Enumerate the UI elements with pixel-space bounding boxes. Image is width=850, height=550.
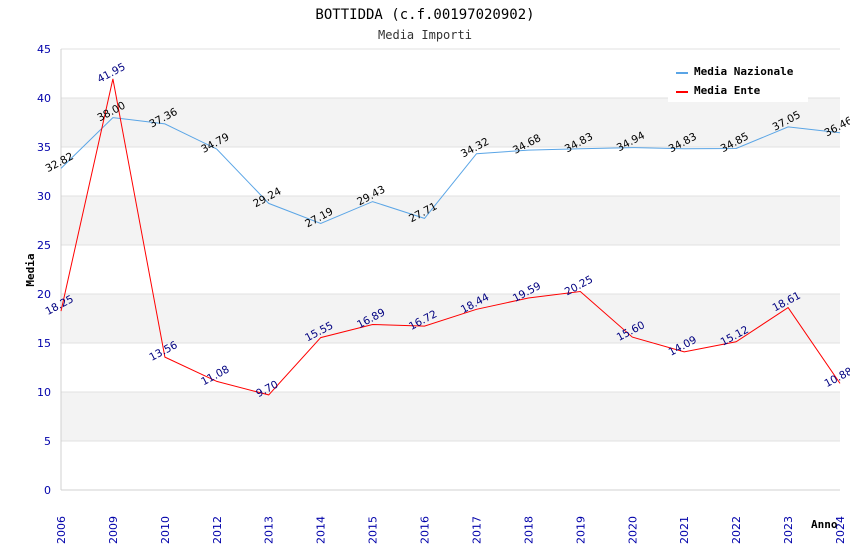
background-band (61, 196, 840, 245)
background-band (61, 441, 840, 490)
x-tick-label: 2012 (211, 516, 224, 544)
gridlines (61, 48, 840, 491)
legend-label-nazionale: Media Nazionale (694, 65, 794, 78)
legend-box (668, 60, 808, 102)
x-tick-label: 2014 (315, 516, 328, 544)
series-lines (60, 78, 841, 396)
y-tick-label: 40 (37, 92, 51, 105)
y-tick-label: 25 (37, 239, 51, 252)
series-line-media-nazionale (60, 117, 841, 225)
y-tick-label: 30 (37, 190, 51, 203)
y-tick-label: 5 (44, 435, 51, 448)
chart-title: BOTTIDDA (c.f.00197020902) (315, 7, 534, 23)
background-band (61, 343, 840, 392)
x-tick-label: 2016 (419, 516, 432, 544)
y-tick-label: 10 (37, 386, 51, 399)
background-bands (61, 49, 840, 490)
x-tick-label: 2019 (574, 516, 587, 544)
x-tick-labels: 2006 2009 2010 2012 2013 2014 2015 2016 2017 2018… (55, 516, 847, 544)
x-tick-label: 2023 (782, 516, 795, 544)
background-band (61, 245, 840, 294)
x-tick-label: 2021 (678, 516, 691, 544)
axes (60, 49, 840, 491)
x-tick-label: 2024 (834, 516, 847, 544)
chart-subtitle: Media Importi (378, 28, 472, 42)
background-band (61, 147, 840, 196)
background-band (61, 98, 840, 147)
x-tick-label: 2018 (522, 516, 535, 544)
x-tick-label: 2006 (55, 516, 68, 544)
x-axis-label: Anno (811, 518, 838, 531)
x-tick-label: 2015 (367, 516, 380, 544)
x-tick-label: 2017 (470, 516, 483, 544)
x-tick-label: 2013 (263, 516, 276, 544)
series-line-media-ente (60, 78, 841, 396)
x-tick-label: 2022 (730, 516, 743, 544)
y-tick-labels: 0 5 10 15 20 25 30 35 40 45 (37, 43, 51, 497)
y-tick-label: 45 (37, 43, 51, 56)
y-tick-label: 20 (37, 288, 51, 301)
background-band (61, 294, 840, 343)
y-tick-label: 35 (37, 141, 51, 154)
legend-label-ente: Media Ente (694, 84, 761, 97)
x-tick-label: 2009 (107, 516, 120, 544)
y-tick-label: 0 (44, 484, 51, 497)
x-tick-label: 2020 (626, 516, 639, 544)
x-tick-label: 2010 (159, 516, 172, 544)
y-tick-label: 15 (37, 337, 51, 350)
legend: Media Nazionale Media Ente (668, 60, 808, 102)
background-band (61, 392, 840, 441)
y-axis-label: Media (24, 253, 37, 286)
